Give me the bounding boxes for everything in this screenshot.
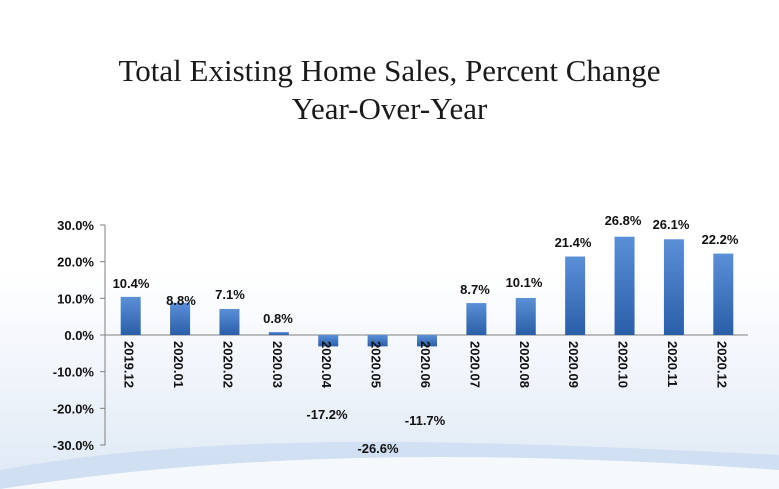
x-category-label: 2020.02	[220, 341, 235, 388]
data-label-2019.12: 10.4%	[113, 276, 150, 291]
x-category-label: 2020.10	[616, 341, 631, 388]
data-label-2020.05: -26.6%	[357, 441, 399, 456]
bar-2020.02	[219, 308, 240, 335]
chart-title-line-1: Total Existing Home Sales, Percent Chang…	[118, 53, 661, 88]
x-category-label: 2020.01	[171, 341, 186, 388]
x-category-label: 2020.06	[418, 341, 433, 388]
x-category-label: 2020.05	[369, 341, 384, 388]
x-category-label: 2019.12	[122, 341, 137, 388]
bar-2020.11	[663, 239, 684, 335]
bar-2020.12	[713, 253, 734, 335]
y-tick-label: 0.0%	[64, 328, 94, 343]
y-tick-label: -20.0%	[53, 401, 95, 416]
x-category-label: 2020.04	[319, 341, 334, 389]
data-label-2020.12: 22.2%	[702, 232, 739, 247]
chart-title: Total Existing Home Sales, Percent Chang…	[0, 52, 779, 128]
data-label-2020.04: -17.2%	[306, 407, 348, 422]
y-tick-label: -10.0%	[53, 365, 95, 380]
bar-2020.01	[170, 302, 191, 335]
data-label-2020.07: 8.7%	[460, 282, 490, 297]
data-label-2020.09: 21.4%	[555, 235, 592, 250]
x-category-label: 2020.11	[665, 341, 680, 387]
x-category-label: 2020.07	[467, 341, 482, 388]
bar-2020.09	[565, 256, 586, 335]
x-category-label: 2020.09	[566, 341, 581, 388]
bar-2020.10	[614, 236, 635, 335]
bar-2019.12	[120, 296, 141, 335]
bar-2020.06	[417, 335, 437, 347]
bar-2020.04	[318, 335, 339, 347]
bar-2020.07	[466, 303, 487, 335]
x-category-label: 2020.12	[714, 341, 729, 388]
data-label-2020.03: 0.8%	[263, 311, 293, 326]
bar-2020.05	[367, 335, 388, 347]
chart-title-line-2: Year-Over-Year	[291, 91, 488, 126]
x-category-label: 2020.03	[270, 341, 285, 388]
data-label-2020.08: 10.1%	[506, 275, 543, 290]
data-label-2020.01: 8.8%	[166, 293, 196, 308]
data-label-2020.02: 7.1%	[215, 287, 245, 302]
data-label-2020.06: -11.7%	[405, 413, 446, 428]
bar-2020.08	[515, 297, 536, 335]
data-label-2020.10: 26.8%	[605, 213, 642, 228]
bar-2020.03	[268, 332, 289, 335]
y-tick-label: 20.0%	[57, 255, 94, 270]
y-tick-label: 10.0%	[57, 291, 94, 306]
x-category-label: 2020.08	[517, 341, 532, 388]
y-tick-label: -30.0%	[53, 438, 95, 453]
data-label-2020.11: 26.1%	[653, 217, 690, 232]
y-tick-label: 30.0%	[57, 218, 94, 233]
